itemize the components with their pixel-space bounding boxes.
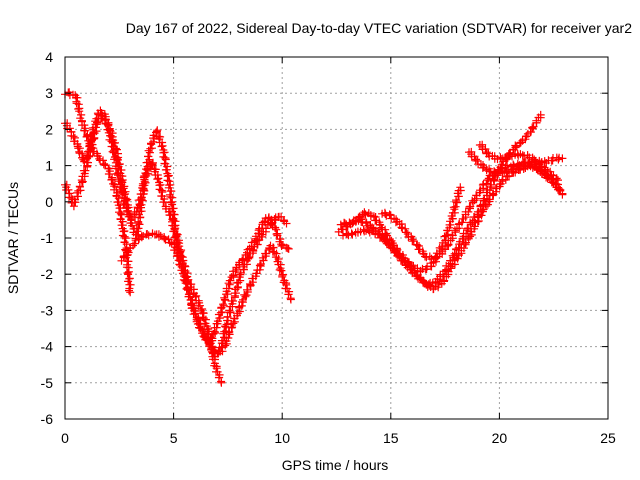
x-tick-label: 5 (170, 430, 178, 446)
series-s11 (475, 140, 562, 185)
x-tick-label: 10 (274, 430, 290, 446)
y-tick-label: -2 (41, 266, 54, 282)
axis-ticks (64, 56, 609, 420)
x-tick-label: 15 (383, 430, 399, 446)
data-marks (61, 88, 567, 387)
y-tick-label: -3 (41, 302, 54, 318)
series-s9 (378, 183, 465, 264)
series-s4 (117, 229, 295, 358)
plus-markers-s4 (117, 229, 295, 358)
x-tick-label: 20 (492, 430, 508, 446)
chart-title: Day 167 of 2022, Sidereal Day-to-day VTE… (126, 20, 632, 36)
y-tick-label: 1 (45, 158, 53, 174)
plus-markers-s11 (475, 140, 562, 185)
y-tick-label: 4 (45, 49, 53, 65)
y-tick-label: 3 (45, 85, 53, 101)
y-tick-label: -1 (41, 230, 54, 246)
y-tick-label: -4 (41, 339, 54, 355)
x-tick-label: 0 (61, 430, 69, 446)
y-axis-tick-labels: -6 -5 -4 -3 -2 -1 0 1 2 3 4 (41, 49, 54, 427)
y-tick-label: 2 (45, 121, 53, 137)
x-tick-label: 25 (600, 430, 616, 446)
series-s7 (336, 110, 545, 290)
x-axis-tick-labels: 0 5 10 15 20 25 (61, 430, 616, 446)
plus-markers-s5 (204, 212, 291, 361)
y-tick-label: 0 (45, 194, 53, 210)
plus-markers-s3 (61, 106, 293, 348)
plus-markers-s7 (336, 110, 545, 290)
y-tick-label: -5 (41, 375, 54, 391)
y-tick-label: -6 (41, 411, 54, 427)
series-s5 (204, 212, 291, 361)
y-axis-label: SDTVAR / TECUs (5, 182, 21, 294)
series-s3 (61, 106, 293, 348)
x-axis-label: GPS time / hours (282, 457, 389, 473)
plus-markers-s9 (378, 183, 465, 264)
